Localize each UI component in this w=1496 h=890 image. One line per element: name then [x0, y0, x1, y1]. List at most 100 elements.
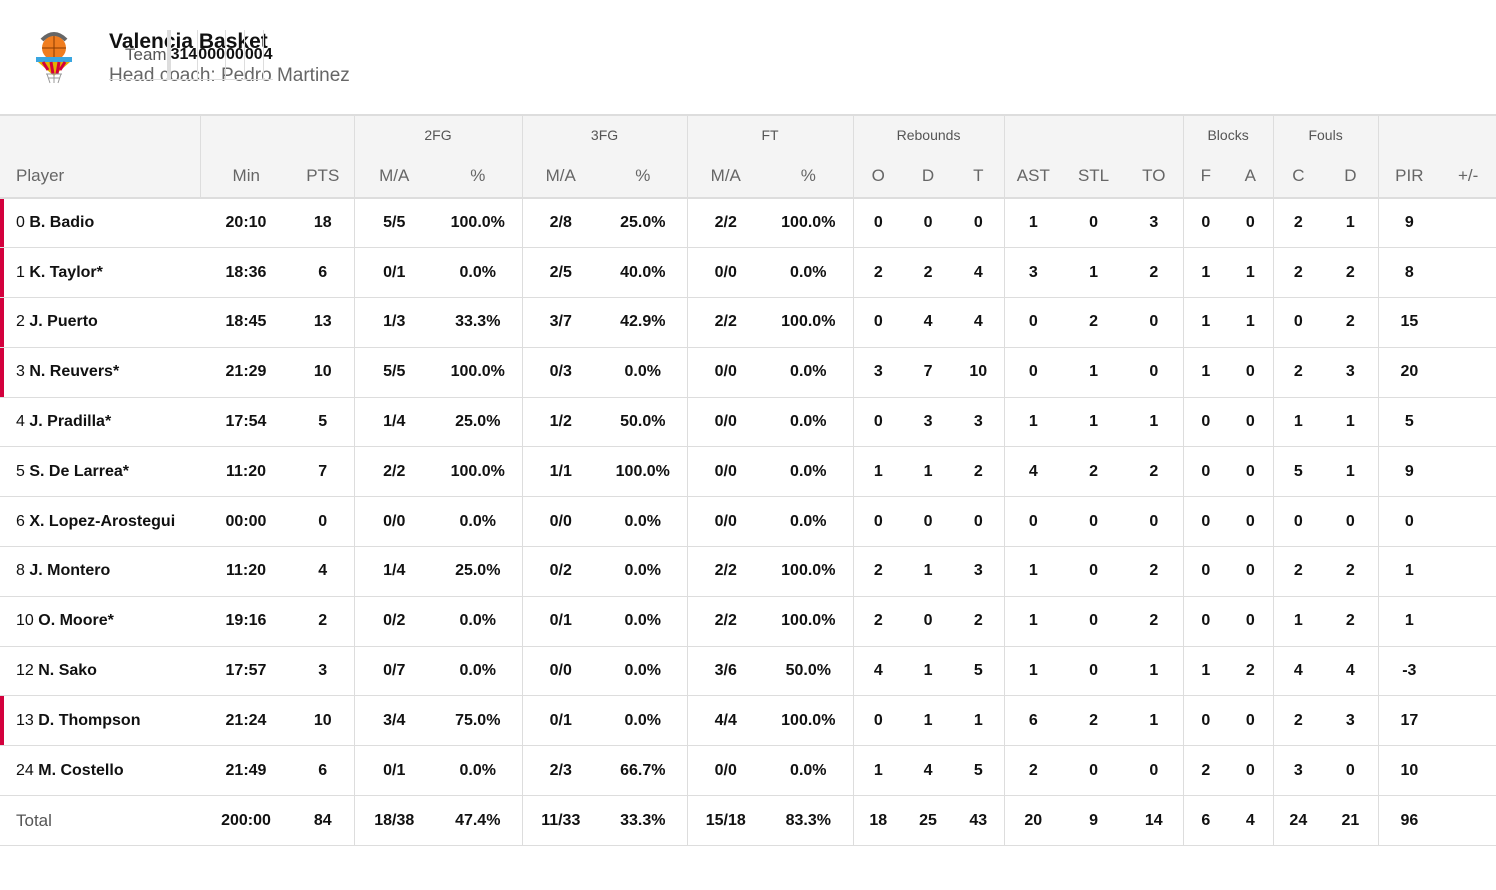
col-header-2fg-pct[interactable]: % [434, 154, 523, 199]
team-logo [36, 32, 72, 84]
cell-reb-o: 0 [852, 397, 904, 448]
cell-ast: 0 [1003, 297, 1063, 348]
col-header-foul-c[interactable]: C [1272, 154, 1324, 199]
cell-reb-t: 5 [953, 745, 1005, 797]
cell-to: 2 [1125, 546, 1184, 597]
cell-foul-d: 3 [1323, 347, 1379, 398]
col-header-reb-o[interactable]: O [852, 154, 904, 199]
cell-pir: 4 [262, 30, 273, 81]
col-header-pts[interactable]: PTS [292, 154, 354, 199]
player-cell[interactable]: 10 O. Moore* [0, 596, 200, 647]
player-name[interactable]: X. Lopez-Arostegui [29, 512, 176, 530]
col-header-pir[interactable]: PIR [1377, 154, 1441, 199]
player-name[interactable]: S. De Larrea* [29, 462, 129, 480]
player-cell[interactable]: 8 J. Montero [0, 546, 200, 597]
cell-plus-minus [1440, 446, 1496, 498]
player-cell[interactable]: 12 N. Sako [0, 646, 200, 697]
col-header-blk-f[interactable]: F [1182, 154, 1229, 199]
cell-plus-minus [1440, 796, 1496, 847]
player-name[interactable]: K. Taylor* [29, 263, 103, 281]
group-2fg: 2FG [353, 116, 523, 154]
player-cell[interactable]: 24 M. Costello [0, 745, 200, 797]
group-blank [1003, 116, 1184, 154]
col-header-3fg-pct[interactable]: % [599, 154, 688, 199]
cell-foul-c: 5 [1272, 446, 1324, 498]
col-header-blk-a[interactable]: A [1228, 154, 1274, 199]
cell-min: 19:16 [200, 596, 292, 647]
cell-plus-minus [1440, 397, 1496, 448]
cell-blk-f: 1 [1182, 646, 1229, 697]
cell-pir: 5 [1377, 397, 1441, 448]
cell-min: 17:57 [200, 646, 292, 697]
player-name[interactable]: N. Sako [38, 662, 97, 680]
cell-2fg-ma: 5/5 [353, 347, 434, 398]
cell-min: 18:45 [200, 297, 292, 348]
cell-ft-pct: 100.0% [764, 546, 854, 597]
cell-reb-d: 1 [903, 546, 954, 597]
cell-stl: 2 [1062, 446, 1126, 498]
player-number: 1 [16, 263, 25, 281]
cell-foul-d: 2 [1323, 297, 1379, 348]
cell-to: 2 [1125, 446, 1184, 498]
player-name[interactable]: J. Puerto [29, 313, 98, 331]
cell-blk-f: 2 [1182, 745, 1229, 797]
cell-reb-t: 1 [953, 695, 1005, 747]
col-header-reb-t[interactable]: T [953, 154, 1005, 199]
player-name[interactable]: B. Badio [29, 214, 95, 232]
player-cell[interactable]: 5 S. De Larrea* [0, 446, 200, 498]
player-cell[interactable]: 13 D. Thompson [0, 695, 200, 747]
cell-reb-o: 2 [852, 247, 904, 299]
player-name[interactable]: M. Costello [38, 761, 124, 779]
cell-pir: 1 [1377, 546, 1441, 597]
player-cell[interactable]: 2 J. Puerto [0, 297, 200, 348]
cell-3fg-ma: 1/2 [521, 397, 600, 448]
player-name[interactable]: D. Thompson [38, 711, 141, 729]
player-name[interactable]: O. Moore* [38, 612, 114, 630]
cell-plus-minus [1440, 546, 1496, 597]
col-header-foul-d[interactable]: D [1323, 154, 1379, 199]
cell-foul-c: 2 [1272, 546, 1324, 597]
cell-stl: 0 [1062, 646, 1126, 697]
cell-to: 1 [1125, 695, 1184, 747]
cell-pts: 4 [292, 546, 354, 597]
col-header-ft-ma[interactable]: M/A [686, 154, 765, 199]
col-header-reb-d[interactable]: D [903, 154, 954, 199]
cell-foul-d: 21 [1323, 796, 1379, 847]
player-name[interactable]: J. Montero [29, 562, 111, 580]
col-header-ft-pct[interactable]: % [764, 154, 854, 199]
cell-2fg-pct: 47.4% [434, 796, 523, 847]
cell-ft-ma: 2/2 [686, 596, 765, 647]
player-cell[interactable]: 3 N. Reuvers* [0, 347, 200, 398]
col-header-ast[interactable]: AST [1003, 154, 1063, 199]
player-number: 3 [16, 363, 25, 381]
col-header-2fg-ma[interactable]: M/A [353, 154, 434, 199]
col-header-to[interactable]: TO [1125, 154, 1184, 199]
cell-foul-c: 2 [1272, 695, 1324, 747]
cell-to: 2 [1125, 596, 1184, 647]
cell-3fg-pct: 40.0% [599, 247, 688, 299]
player-name[interactable]: N. Reuvers* [29, 363, 120, 381]
cell-plus-minus [1440, 646, 1496, 697]
col-header-stl[interactable]: STL [1062, 154, 1126, 199]
cell-reb-d: 1 [903, 646, 954, 697]
table-row: 10 O. Moore* 19:16 2 0/2 0.0% 0/1 0.0% 2/2 100.0… [0, 596, 1496, 647]
col-header-player[interactable]: Player [0, 154, 200, 199]
col-header-plus-minus[interactable]: +/- [1440, 154, 1496, 199]
table-row: 6 X. Lopez-Arostegui 00:00 0 0/0 0.0% 0/0 0.0%… [0, 496, 1496, 548]
cell-foul-c: 2 [1272, 247, 1324, 299]
player-cell[interactable]: 0 B. Badio [0, 198, 200, 249]
player-name[interactable]: J. Pradilla* [29, 413, 112, 431]
cell-blk-f: 0 [1182, 397, 1229, 448]
col-header-min[interactable]: Min [199, 154, 292, 199]
player-cell[interactable]: 4 J. Pradilla* [0, 397, 200, 448]
cell-blk-a: 2 [1228, 646, 1274, 697]
cell-reb-t: 5 [953, 646, 1005, 697]
player-cell[interactable]: 6 X. Lopez-Arostegui [0, 496, 200, 548]
cell-pir: 1 [1377, 596, 1441, 647]
cell-min: 18:36 [200, 247, 292, 299]
cell-3fg-ma: 0/3 [521, 347, 600, 398]
cell-ft-pct: 0.0% [764, 496, 854, 548]
player-cell[interactable]: 1 K. Taylor* [0, 247, 200, 299]
col-header-3fg-ma[interactable]: M/A [521, 154, 600, 199]
cell-to: 0 [1125, 496, 1184, 548]
